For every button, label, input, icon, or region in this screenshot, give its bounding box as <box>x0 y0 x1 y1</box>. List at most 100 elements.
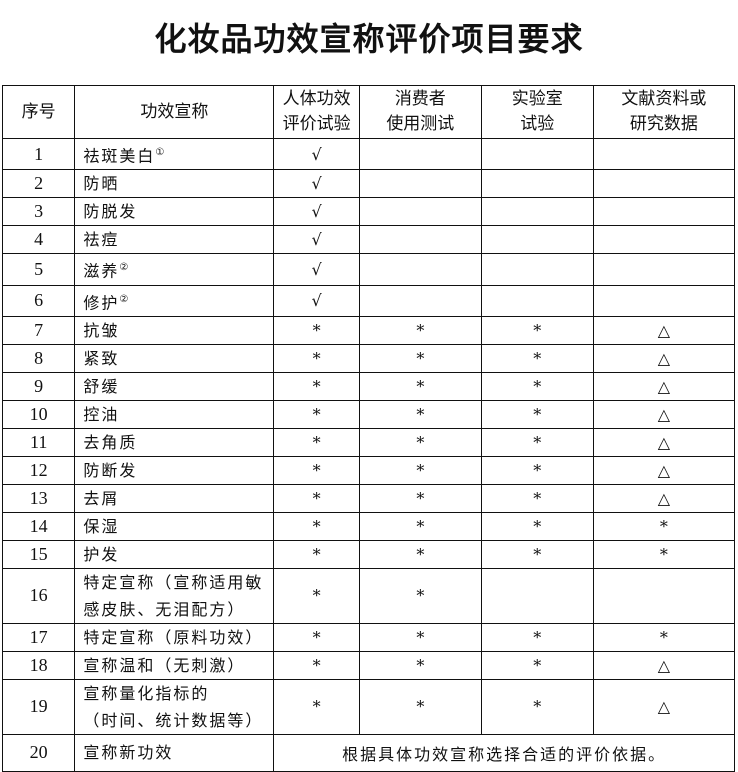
requirement-mark: * <box>273 343 360 373</box>
claim-name: 特定宣称（原料功效） <box>74 622 275 652</box>
claim-text: 抗皱 <box>83 320 120 340</box>
requirement-mark: * <box>480 343 594 373</box>
requirement-mark: * <box>358 622 482 652</box>
requirement-mark: √ <box>273 197 360 227</box>
requirement-mark <box>592 567 736 624</box>
table-row: 6 修护② √ <box>1 284 736 317</box>
requirement-mark: * <box>358 539 482 569</box>
claim-name: 去屑 <box>74 483 275 513</box>
row-number: 3 <box>1 197 76 227</box>
claim-text: 宣称新功效 <box>83 743 174 763</box>
requirement-mark: * <box>273 511 360 541</box>
requirement-mark: * <box>358 650 482 680</box>
claim-name: 修护② <box>74 284 275 317</box>
requirement-mark: * <box>592 622 736 652</box>
requirement-mark: △ <box>592 678 736 735</box>
claim-name: 宣称温和（无刺激） <box>74 650 275 680</box>
row-number: 6 <box>1 284 76 317</box>
claim-text: 宣称量化指标的 （时间、统计数据等） <box>83 683 264 730</box>
requirement-mark: * <box>358 567 482 624</box>
requirement-mark <box>480 137 594 171</box>
table-row: 3 防脱发 √ <box>1 197 736 227</box>
requirement-mark: △ <box>592 455 736 485</box>
requirement-mark <box>358 137 482 171</box>
requirement-mark: * <box>358 399 482 429</box>
claim-text: 修护 <box>83 292 120 312</box>
claim-name: 防脱发 <box>74 197 275 227</box>
requirement-mark: △ <box>592 399 736 429</box>
row-number: 9 <box>1 371 76 401</box>
requirement-mark: * <box>480 511 594 541</box>
requirement-mark: √ <box>273 137 360 171</box>
table-row: 8 紧致 * * * △ <box>1 343 736 373</box>
table-row: 14 保湿 * * * * <box>1 511 736 541</box>
claim-name: 特定宣称（宣称适用敏感皮肤、无泪配方） <box>74 567 275 624</box>
requirement-mark: * <box>273 622 360 652</box>
table-row: 10 控油 * * * △ <box>1 399 736 429</box>
footnote-marker: ② <box>119 293 131 305</box>
requirement-mark: * <box>358 483 482 513</box>
claim-name: 控油 <box>74 399 275 429</box>
row-number: 7 <box>1 315 76 345</box>
requirement-mark <box>358 197 482 227</box>
row-number: 2 <box>1 169 76 199</box>
requirement-mark <box>592 284 736 317</box>
requirement-mark: * <box>480 455 594 485</box>
table-row: 9 舒缓 * * * △ <box>1 371 736 401</box>
requirement-mark: * <box>273 399 360 429</box>
row-number: 12 <box>1 455 76 485</box>
claim-text: 防脱发 <box>83 202 138 222</box>
requirement-mark: △ <box>592 343 736 373</box>
table-row: 1 祛斑美白① √ <box>1 137 736 171</box>
requirement-mark: * <box>273 371 360 401</box>
requirement-mark <box>480 197 594 227</box>
requirement-mark: * <box>480 315 594 345</box>
table-row: 5 滋养② √ <box>1 253 736 286</box>
claim-text: 防晒 <box>83 174 120 194</box>
requirement-mark: * <box>480 678 594 735</box>
merged-note: 根据具体功效宣称选择合适的评价依据。 <box>273 733 735 772</box>
requirement-mark: * <box>273 315 360 345</box>
claim-name: 舒缓 <box>74 371 275 401</box>
requirement-mark: * <box>273 567 360 624</box>
claim-text: 去角质 <box>83 432 138 452</box>
requirement-mark: * <box>273 650 360 680</box>
requirement-mark: △ <box>592 650 736 680</box>
claim-text: 保湿 <box>83 516 120 536</box>
requirement-mark: √ <box>273 253 360 286</box>
requirement-mark: * <box>480 539 594 569</box>
header-claim: 功效宣称 <box>74 85 275 139</box>
table-row: 12 防断发 * * * △ <box>1 455 736 485</box>
table-row: 15 护发 * * * * <box>1 539 736 569</box>
requirement-mark: * <box>480 483 594 513</box>
header-lab-test: 实验室 试验 <box>480 85 594 139</box>
claim-text: 特定宣称（原料功效） <box>83 627 264 647</box>
claim-text: 紧致 <box>83 348 120 368</box>
table-row: 2 防晒 √ <box>1 169 736 199</box>
requirement-mark <box>480 284 594 317</box>
requirement-mark: √ <box>273 284 360 317</box>
table-row: 13 去屑 * * * △ <box>1 483 736 513</box>
table-row: 20 宣称新功效 根据具体功效宣称选择合适的评价依据。 <box>1 733 735 772</box>
row-number: 14 <box>1 511 76 541</box>
table-header-row: 序号 功效宣称 人体功效 评价试验 消费者 使用测试 实验室 试验 文献资料或 研究数据 <box>1 85 736 139</box>
claim-name: 宣称量化指标的 （时间、统计数据等） <box>74 678 275 735</box>
claim-text: 防断发 <box>83 460 138 480</box>
row-number: 10 <box>1 399 76 429</box>
claim-name: 滋养② <box>74 253 275 286</box>
requirement-mark <box>480 169 594 199</box>
requirement-mark: * <box>480 399 594 429</box>
row-number: 20 <box>1 733 76 772</box>
requirement-mark <box>592 225 736 255</box>
row-number: 15 <box>1 539 76 569</box>
row-number: 18 <box>1 650 76 680</box>
requirement-mark: * <box>273 455 360 485</box>
requirement-mark: * <box>358 315 482 345</box>
requirement-mark: * <box>358 678 482 735</box>
claim-name: 祛斑美白① <box>74 137 275 171</box>
requirement-mark: * <box>273 539 360 569</box>
table-row: 11 去角质 * * * △ <box>1 427 736 457</box>
requirement-mark: * <box>358 455 482 485</box>
requirement-mark <box>358 225 482 255</box>
table-row: 17 特定宣称（原料功效） * * * * <box>1 622 736 652</box>
